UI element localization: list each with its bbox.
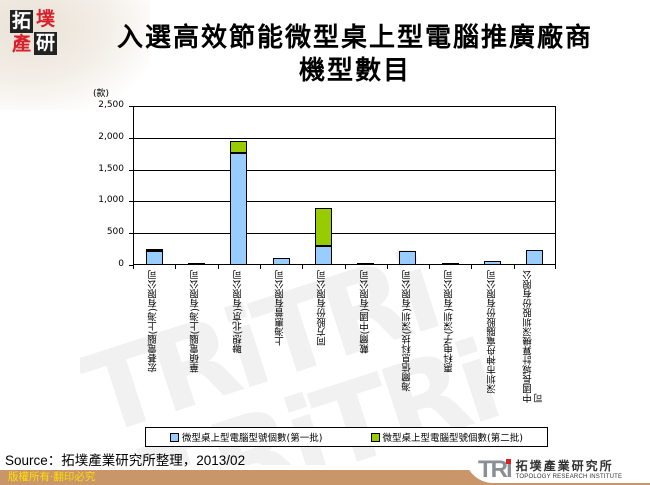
footer-logo-tab	[465, 455, 650, 483]
bar-segment-series-2	[187, 263, 205, 266]
bar-stack	[230, 106, 248, 265]
bar-stack	[145, 106, 163, 265]
copyright-notice: 版權所有‧翻印必究	[8, 471, 96, 483]
x-category-label: 宏碁電腦(上海)有限公司	[148, 270, 160, 373]
bar-segment-series-1	[314, 245, 332, 265]
x-tick-mark	[175, 265, 177, 269]
company-logo: 拓 墣 產 研	[10, 8, 60, 58]
y-tick-mark	[129, 233, 133, 235]
legend-item-series-2: 微型桌上型電腦型號個數(第二批)	[370, 430, 523, 444]
y-tick-label: 2,000	[98, 131, 124, 142]
plot-area	[133, 106, 556, 265]
bar-stack	[526, 106, 544, 265]
x-category-label: 聯想(北京)有限公司	[232, 270, 244, 354]
y-tick-mark	[129, 137, 133, 139]
gridline	[134, 137, 555, 139]
gridline	[134, 233, 555, 235]
legend-label: 微型桌上型電腦型號個數(第一批)	[182, 433, 323, 444]
bar-stack	[187, 106, 205, 266]
bar-segment-series-2	[145, 249, 163, 252]
bar-segment-series-1	[230, 153, 248, 265]
org-name-en: TOPOLOGY RESEARCH INSTITUTE	[515, 473, 623, 480]
legend-swatch-green	[370, 432, 380, 442]
chart-legend: 微型桌上型電腦型號個數(第一批) 微型桌上型電腦型號個數(第二批)	[145, 427, 548, 447]
x-tick-mark	[386, 265, 388, 269]
bar-stack	[357, 106, 375, 266]
bar-segment-series-1	[272, 258, 290, 265]
x-category-label: 深圳市神舟電腦股份有限公司	[486, 270, 498, 394]
x-tick-mark	[471, 265, 473, 269]
legend-swatch-blue	[170, 432, 180, 442]
x-category-label: 海爾信息科技(深圳)有限公司	[401, 270, 413, 392]
y-tick-label: 0	[118, 259, 124, 269]
org-name-cn: 拓墣產業研究所	[515, 458, 614, 473]
logo-char: 拓	[10, 10, 33, 33]
y-tick-mark	[129, 169, 133, 171]
bar-segment-series-2	[230, 140, 248, 154]
bar-segment-series-1	[357, 263, 375, 266]
title-line-2: 機型數目	[298, 56, 411, 86]
x-tick-mark	[302, 265, 304, 269]
bar-stack	[272, 106, 290, 265]
page-title: 入選高效節能微型桌上型電腦推廣廠商 機型數目	[60, 22, 650, 88]
y-axis-unit: (款)	[93, 89, 110, 99]
y-tick-mark	[129, 106, 133, 107]
y-tick-mark	[129, 265, 133, 266]
gridline	[134, 169, 555, 171]
bar-stack	[441, 106, 459, 266]
bar-segment-series-1	[484, 261, 502, 265]
y-tick-mark	[129, 201, 133, 203]
y-tick-label: 1,000	[98, 195, 124, 206]
title-line-1: 入選高效節能微型桌上型電腦推廣廠商	[116, 23, 593, 53]
source-note: Source：拓墣產業研究所整理，2013/02	[5, 453, 246, 468]
x-category-label: 華碩電腦(上海)有限公司	[190, 270, 202, 373]
x-tick-mark	[344, 265, 346, 269]
x-tick-mark	[555, 265, 556, 269]
x-tick-mark	[259, 265, 261, 269]
logo-char: 研	[34, 32, 57, 55]
bar-segment-series-1	[526, 250, 544, 265]
x-category-label: 惠科电子(深圳)有限公司	[444, 270, 456, 373]
x-category-label: 同方股份有限公司	[317, 270, 329, 346]
bar-segment-series-1	[441, 263, 459, 266]
logo-char: 墣	[35, 8, 55, 30]
x-tick-mark	[217, 265, 219, 269]
x-category-label: 上海惠普有限公司	[275, 270, 287, 346]
bar-stack	[314, 106, 332, 265]
x-category-label: 戴爾(中國)有限公司	[359, 270, 371, 354]
legend-item-series-1: 微型桌上型電腦型號個數(第一批)	[170, 430, 322, 444]
x-tick-mark	[133, 265, 134, 269]
logo-char: 產	[11, 33, 31, 55]
bar-segment-series-1	[145, 251, 163, 265]
bar-stack	[484, 106, 502, 265]
bar-segment-series-1	[399, 251, 417, 265]
y-tick-label: 2,500	[98, 100, 124, 110]
legend-label: 微型桌上型電腦型號個數(第二批)	[382, 433, 523, 444]
x-category-label: 中國長城計算機深圳股份有限公 司	[522, 270, 545, 403]
tri-logo: TRi 拓墣產業研究所 TOPOLOGY RESEARCH INSTITUTE	[478, 458, 622, 482]
bar-stack	[399, 106, 417, 265]
gridline	[134, 201, 555, 203]
x-tick-mark	[513, 265, 515, 269]
y-tick-label: 1,500	[98, 163, 124, 174]
tri-logo-mark: TRi	[478, 458, 513, 482]
x-tick-mark	[429, 265, 431, 269]
y-tick-label: 500	[106, 227, 124, 238]
bar-segment-series-2	[314, 208, 332, 246]
tri-red-dot-icon	[505, 459, 511, 464]
